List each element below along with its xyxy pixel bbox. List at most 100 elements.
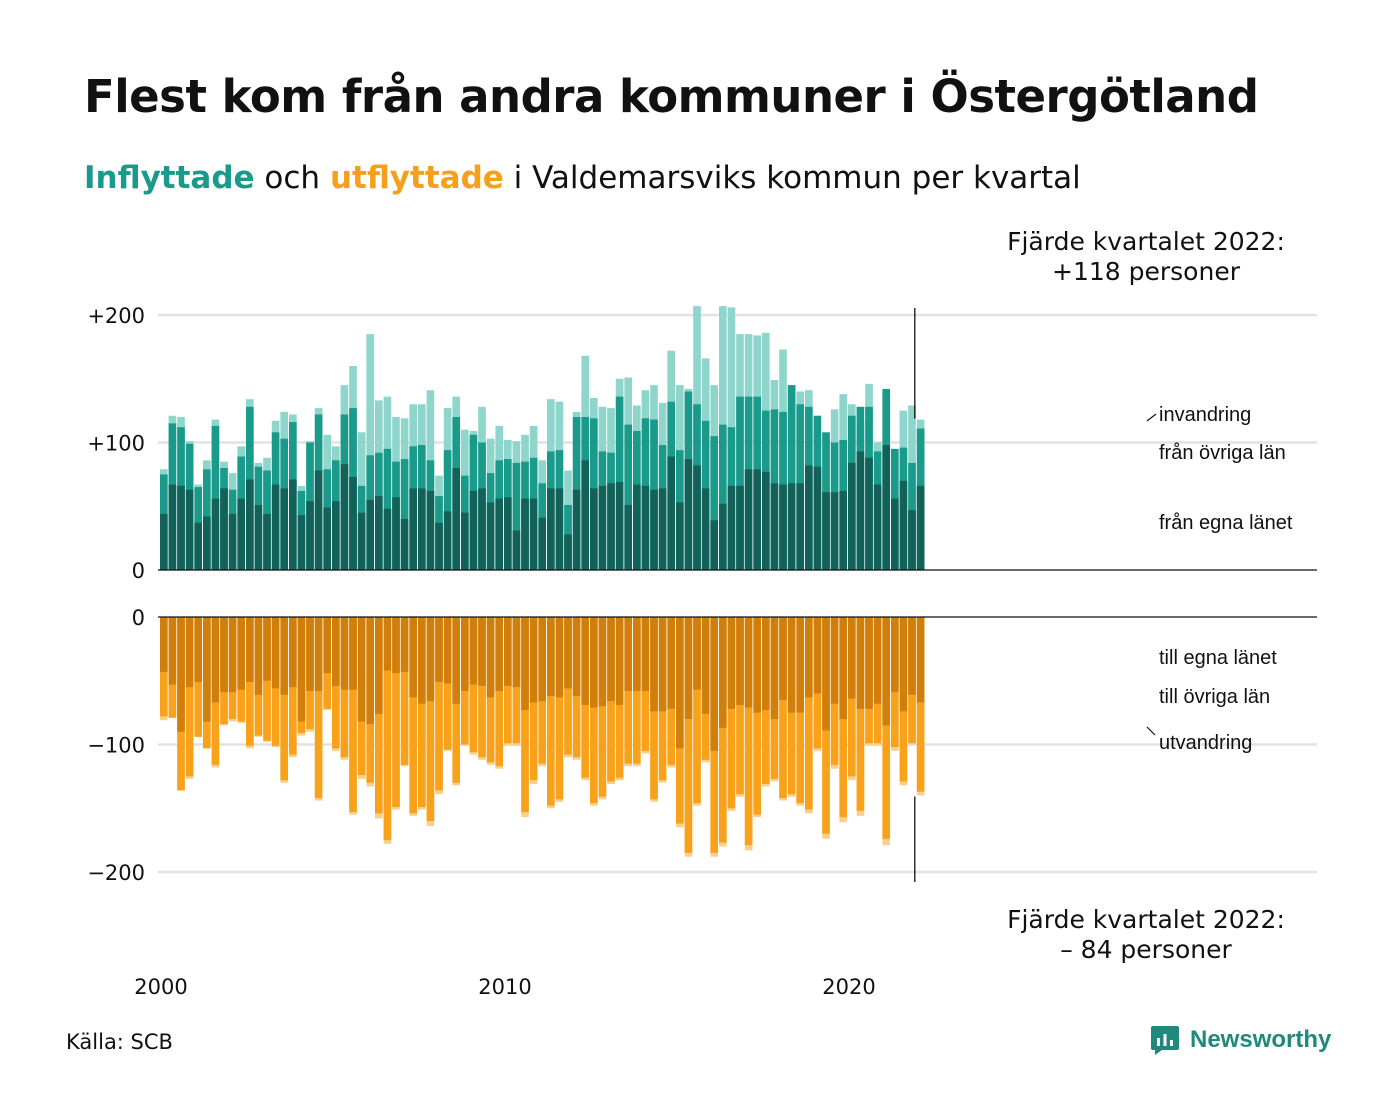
y-tick-label: 0 [132,606,145,630]
bar-inflyttade-egna-lanet [830,492,839,570]
bar-utflyttade-egna-lanet [486,617,495,698]
bar-utflyttade-egna-lanet [177,617,185,732]
bar-inflyttade-egna-lanet [160,513,168,570]
bar-inflyttade-egna-lanet [323,507,332,570]
bar-inflyttade-egna-lanet [633,484,641,570]
bar-utflyttade-egna-lanet [495,617,504,691]
bar-utflyttade-egna-lanet [443,617,452,684]
bar-utflyttade-egna-lanet [736,617,744,705]
bar-utflyttade-egna-lanet [512,617,521,688]
bar-utflyttade-egna-lanet [340,617,349,690]
bar-utflyttade-egna-lanet [581,617,590,705]
bar-inflyttade-egna-lanet [375,496,383,570]
bar-utflyttade-egna-lanet [710,617,719,751]
bar-utflyttade-egna-lanet [822,617,830,731]
bar-utflyttade-ovriga-lan [882,617,891,839]
bar-utflyttade-egna-lanet [332,617,340,686]
bar-inflyttade-egna-lanet [641,485,650,570]
bar-utflyttade-egna-lanet [770,617,779,719]
bar-utflyttade-ovriga-lan [779,617,787,799]
bar-inflyttade-egna-lanet [332,501,340,570]
bar-inflyttade-egna-lanet [435,522,443,570]
bar-utflyttade-egna-lanet [289,617,297,688]
bar-inflyttade-egna-lanet [538,517,547,570]
bar-inflyttade-egna-lanet [400,519,409,570]
bar-inflyttade-egna-lanet [211,498,220,570]
bar-inflyttade-egna-lanet [504,497,512,570]
bar-inflyttade-egna-lanet [392,497,400,570]
bar-utflyttade-egna-lanet [263,617,271,681]
bar-utflyttade-egna-lanet [547,617,555,697]
bar-utflyttade-ovriga-lan [744,617,753,846]
bar-utflyttade-egna-lanet [271,617,280,689]
bar-utflyttade-egna-lanet [873,617,882,704]
bar-utflyttade-ovriga-lan [392,617,400,807]
bar-utflyttade-ovriga-lan [375,617,383,814]
bar-inflyttade-egna-lanet [228,513,237,570]
bar-inflyttade-egna-lanet [770,483,779,570]
bar-utflyttade-ovriga-lan [753,617,762,815]
subtitle-och: och [254,160,330,196]
bar-utflyttade-ovriga-lan [400,617,409,765]
bar-utflyttade-ovriga-lan [684,617,693,853]
bar-utflyttade-egna-lanet [650,617,658,712]
bar-utflyttade-egna-lanet [254,617,263,695]
bar-utflyttade-egna-lanet [280,617,289,695]
bar-inflyttade-egna-lanet [719,503,727,570]
bar-inflyttade-egna-lanet [908,510,916,570]
bar-inflyttade-ovriga-lan [211,425,220,570]
bar-utflyttade-ovriga-lan [314,617,323,799]
bar-inflyttade-egna-lanet [624,504,633,570]
bar-utflyttade-egna-lanet [357,617,366,722]
bar-utflyttade-egna-lanet [555,617,564,698]
bar-inflyttade-egna-lanet [289,479,297,570]
bar-utflyttade-egna-lanet [684,617,693,719]
bar-utflyttade-egna-lanet [228,617,237,693]
bar-inflyttade-egna-lanet [512,530,521,570]
bar-utflyttade-egna-lanet [478,617,486,686]
bar-utflyttade-ovriga-lan [805,617,813,810]
subtitle-inflyttade: Inflyttade [84,160,255,196]
bar-utflyttade-ovriga-lan [435,617,443,791]
bar-utflyttade-egna-lanet [624,617,633,691]
bar-utflyttade-egna-lanet [461,617,469,691]
newsworthy-logo-icon [1151,1026,1179,1055]
bar-utflyttade-ovriga-lan [478,617,486,758]
bar-inflyttade-egna-lanet [564,534,572,570]
bar-inflyttade-egna-lanet [495,498,504,570]
bar-utflyttade-egna-lanet [830,617,839,704]
label-utvandring: utvandring [1159,732,1252,754]
bar-inflyttade-egna-lanet [469,490,478,570]
bar-inflyttade-egna-lanet [787,483,796,570]
bar-utflyttade-ovriga-lan [590,617,598,804]
bar-utflyttade-egna-lanet [435,617,443,683]
bar-inflyttade-ovriga-lan [400,459,409,570]
leader-utvandring [1146,726,1156,736]
bar-utflyttade-egna-lanet [418,617,426,704]
bar-inflyttade-egna-lanet [667,456,676,570]
bar-utflyttade-ovriga-lan [555,617,564,800]
bar-inflyttade-egna-lanet [383,508,392,570]
bar-utflyttade-egna-lanet [211,617,220,703]
annotation-bottom-line2: – 84 personer [1060,935,1232,964]
bar-utflyttade-ovriga-lan [736,617,744,795]
bar-utflyttade-ovriga-lan [916,617,925,792]
bar-inflyttade-egna-lanet [891,498,899,570]
x-tick-label: 2020 [822,975,875,999]
bar-utflyttade-egna-lanet [349,617,357,690]
bar-inflyttade-egna-lanet [727,485,736,570]
annotation-top-line2: +118 personer [1052,257,1241,286]
y-tick-label: +200 [87,304,145,328]
bar-utflyttade-ovriga-lan [719,617,727,843]
bar-utflyttade-egna-lanet [521,617,529,711]
leader-invandring [1146,413,1157,422]
bar-inflyttade-egna-lanet [590,488,598,570]
bar-inflyttade-egna-lanet [856,451,865,570]
bar-inflyttade-ovriga-lan [624,424,633,570]
bar-utflyttade-ovriga-lan [426,617,435,821]
bar-utflyttade-ovriga-lan [280,617,289,781]
bar-inflyttade-egna-lanet [443,511,452,570]
bar-utflyttade-egna-lanet [572,617,581,697]
bar-utflyttade-egna-lanet [865,617,873,709]
